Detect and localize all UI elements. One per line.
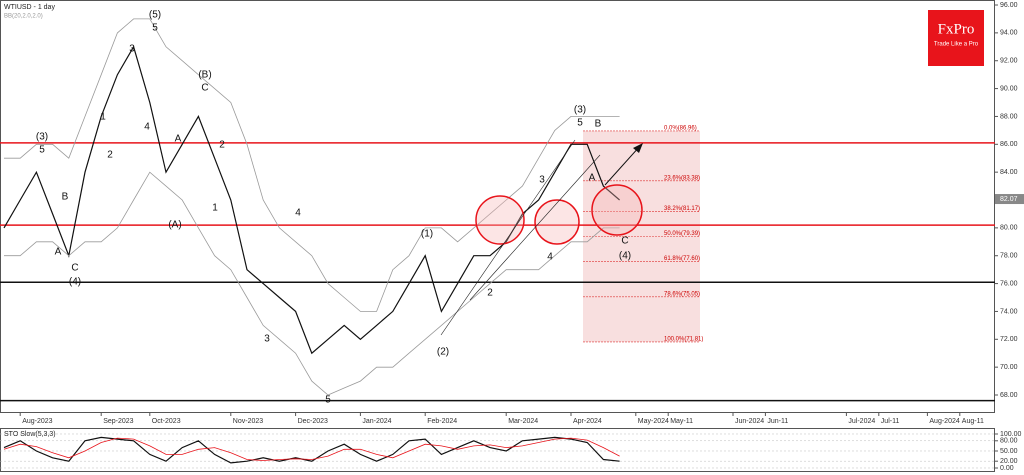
y-tick-label: 20.00 xyxy=(1000,458,1018,465)
logo-box xyxy=(928,10,984,66)
wave-label: 3 xyxy=(264,334,270,345)
fib-label: 23.6%(83.38) xyxy=(664,175,700,181)
fib-label: 0.0%(86.96) xyxy=(664,126,697,132)
wave-label: (4) xyxy=(69,277,81,288)
wave-label: B xyxy=(62,192,69,203)
wave-label: (3) xyxy=(36,132,48,143)
y-tick-label: 84.00 xyxy=(1000,169,1018,176)
x-tick-label: Aug-2023 xyxy=(22,418,52,425)
x-tick-label: Sep-2023 xyxy=(103,418,133,425)
x-tick-label: Jun-11 xyxy=(767,418,788,425)
chart-title: WTIUSD - 1 day xyxy=(4,4,55,11)
y-tick-label: 100.00 xyxy=(1000,431,1022,438)
x-tick-label: Dec-2023 xyxy=(298,418,328,425)
wave-label: 5 xyxy=(325,395,331,406)
y-tick-label: 70.00 xyxy=(1000,364,1018,371)
series-line xyxy=(4,171,620,396)
x-tick-label: Jun-2024 xyxy=(735,418,764,425)
wave-label: 4 xyxy=(295,208,301,219)
fib-label: 38.2%(81.17) xyxy=(664,206,700,212)
series-line xyxy=(3,45,620,355)
y-tick-label: 0.00 xyxy=(1000,465,1014,472)
series-line xyxy=(3,436,620,464)
main-frame xyxy=(0,0,995,413)
y-tick-label: 96.00 xyxy=(1000,2,1018,9)
y-tick-label: 80.00 xyxy=(1000,438,1018,445)
highlight-circle xyxy=(534,199,580,245)
wave-label: A xyxy=(589,173,596,184)
y-tick-label: 86.00 xyxy=(1000,141,1018,148)
last-price-box xyxy=(995,194,1024,205)
wave-label: B xyxy=(595,119,602,130)
arrow-head xyxy=(633,143,643,153)
y-tick-label: 92.00 xyxy=(1000,58,1018,65)
wave-label: 5 xyxy=(152,23,158,34)
highlight-circle xyxy=(591,184,643,236)
y-tick-label: 78.00 xyxy=(1000,253,1018,260)
x-tick-label: Mar-2024 xyxy=(508,418,538,425)
highlight-circle xyxy=(475,195,525,245)
wave-label: 5 xyxy=(39,145,45,156)
series-line xyxy=(3,437,620,461)
wave-label: 2 xyxy=(219,140,225,151)
wave-label: (A) xyxy=(168,220,181,231)
wave-label: (B) xyxy=(198,70,211,81)
y-tick-label: 74.00 xyxy=(1000,308,1018,315)
wave-label: 1 xyxy=(212,203,218,214)
x-tick-label: Aug-11 xyxy=(962,418,984,425)
wave-label: 1 xyxy=(100,112,106,123)
fib-label: 100.0%(71.81) xyxy=(664,337,703,343)
x-tick-label: May-11 xyxy=(670,418,693,425)
wave-label: 2 xyxy=(107,150,113,161)
x-tick-label: Feb-2024 xyxy=(427,418,457,425)
x-tick-label: Jul-2024 xyxy=(848,418,875,425)
wave-label: C xyxy=(201,83,208,94)
wave-label: (3) xyxy=(574,105,586,116)
wave-label: 5 xyxy=(577,118,583,129)
y-tick-label: 72.00 xyxy=(1000,336,1018,343)
fib-label: 61.8%(77.60) xyxy=(664,256,700,262)
y-tick-label: 80.00 xyxy=(1000,225,1018,232)
y-tick-label: 76.00 xyxy=(1000,280,1018,287)
wave-label: (1) xyxy=(421,229,433,240)
wave-label: 3 xyxy=(129,44,135,55)
fib-label: 78.6%(75.05) xyxy=(664,291,700,297)
trend-line xyxy=(469,154,601,301)
wave-label: (5) xyxy=(149,10,161,21)
wave-label: C xyxy=(621,236,628,247)
logo: FxPro xyxy=(938,21,975,37)
arrow xyxy=(604,145,641,186)
wave-label: (4) xyxy=(619,251,631,262)
wave-label: A xyxy=(175,134,182,145)
x-tick-label: Oct-2023 xyxy=(152,418,181,425)
x-tick-label: Nov-2023 xyxy=(233,418,263,425)
x-tick-label: May-2024 xyxy=(638,418,669,425)
y-tick-label: 68.00 xyxy=(1000,392,1018,399)
wave-label: (2) xyxy=(437,347,449,358)
wave-label: 4 xyxy=(144,122,150,133)
y-tick-label: 90.00 xyxy=(1000,85,1018,92)
trend-line xyxy=(440,139,576,336)
x-tick-label: Aug-2024 xyxy=(929,418,959,425)
wave-label: C xyxy=(71,263,78,274)
stoch-title: STO Slow(5,3,3) xyxy=(4,431,56,438)
wave-label: 3 xyxy=(539,175,545,186)
wave-label: 4 xyxy=(547,252,553,263)
x-tick-label: Jul-11 xyxy=(881,418,900,425)
indicator-label: BB(20,2.0,2.0) xyxy=(4,14,43,20)
x-tick-label: Apr-2024 xyxy=(573,418,602,425)
y-tick-label: 94.00 xyxy=(1000,30,1018,37)
y-tick-label: 50.00 xyxy=(1000,448,1018,455)
series-line xyxy=(4,18,620,312)
stoch-frame xyxy=(0,428,995,472)
y-tick-label: 88.00 xyxy=(1000,113,1018,120)
logo-tagline: Trade Like a Pro xyxy=(934,42,979,48)
fib-label: 50.0%(79.39) xyxy=(664,231,700,237)
wave-label: 2 xyxy=(487,288,493,299)
wave-label: A xyxy=(55,247,62,258)
x-tick-label: Jan-2024 xyxy=(362,418,391,425)
last-price-label: 82.07 xyxy=(1000,196,1018,203)
